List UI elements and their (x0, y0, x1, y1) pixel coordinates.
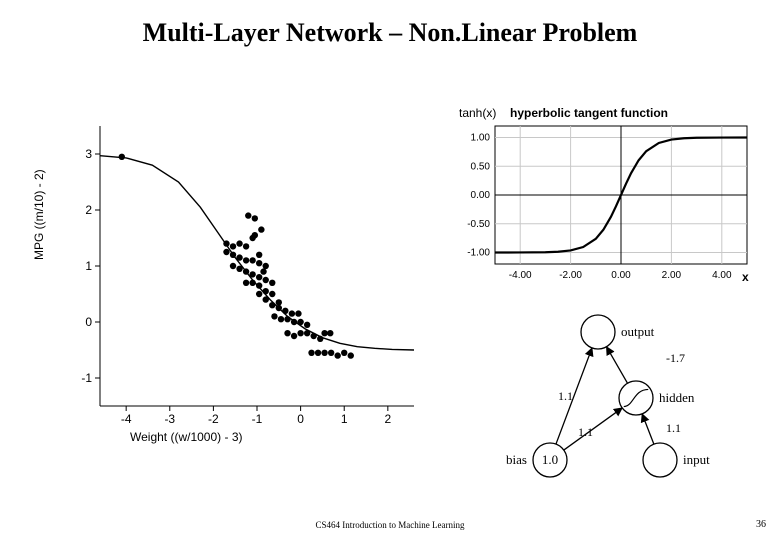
svg-text:-4: -4 (121, 412, 132, 426)
scatter-xlabel: Weight ((w/1000) - 3) (130, 430, 242, 444)
svg-text:0.00: 0.00 (611, 270, 631, 281)
svg-text:3: 3 (85, 147, 92, 161)
svg-text:-4.00: -4.00 (509, 270, 532, 281)
svg-text:-1: -1 (252, 412, 263, 426)
page-number: 36 (756, 519, 766, 530)
scatter-chart: -4 -3 -2 -1 0 1 2 -1 0 1 2 3 (60, 120, 420, 440)
svg-text:output: output (621, 324, 655, 339)
svg-text:1.00: 1.00 (471, 133, 491, 144)
tanh-chart: -4.00 -2.00 0.00 2.00 4.00 -1.00 -0.50 0.00 0.50… (455, 118, 755, 288)
scatter-svg: -4 -3 -2 -1 0 1 2 -1 0 1 2 3 (60, 120, 420, 440)
svg-text:-1: -1 (81, 371, 92, 385)
svg-text:1: 1 (341, 412, 348, 426)
tanh-svg: -4.00 -2.00 0.00 2.00 4.00 -1.00 -0.50 0.00 0.50… (455, 118, 755, 288)
svg-text:bias: bias (506, 452, 527, 467)
network-diagram: 1.1 -1.7 1.1 1.1 output hidden 1.0 bias input (490, 310, 750, 480)
network-svg: 1.1 -1.7 1.1 1.1 output hidden 1.0 bias input (490, 310, 750, 480)
svg-text:-2: -2 (208, 412, 219, 426)
svg-text:0: 0 (85, 315, 92, 329)
svg-text:4.00: 4.00 (712, 270, 732, 281)
svg-text:-1.00: -1.00 (467, 248, 490, 259)
svg-text:1.1: 1.1 (666, 421, 681, 435)
svg-text:-3: -3 (164, 412, 175, 426)
page-title: Multi-Layer Network – Non.Linear Problem (0, 18, 780, 48)
svg-text:1.1: 1.1 (558, 389, 573, 403)
scatter-ylabel: MPG ((m/10) - 2) (32, 169, 46, 260)
svg-text:0.00: 0.00 (471, 190, 491, 201)
svg-text:-1.7: -1.7 (666, 351, 685, 365)
tanh-xlabel: x (742, 270, 749, 284)
svg-text:input: input (683, 452, 710, 467)
svg-text:2.00: 2.00 (662, 270, 682, 281)
svg-text:1.0: 1.0 (542, 452, 558, 467)
svg-text:2: 2 (85, 203, 92, 217)
svg-text:0.50: 0.50 (471, 161, 491, 172)
slide: Multi-Layer Network – Non.Linear Problem… (0, 0, 780, 540)
svg-text:hidden: hidden (659, 390, 695, 405)
footer-text: CS464 Introduction to Machine Learning (0, 520, 780, 530)
svg-text:0: 0 (297, 412, 304, 426)
svg-text:1: 1 (85, 259, 92, 273)
svg-text:1.1: 1.1 (578, 425, 593, 439)
svg-text:-0.50: -0.50 (467, 219, 490, 230)
svg-text:-2.00: -2.00 (559, 270, 582, 281)
svg-text:2: 2 (384, 412, 391, 426)
